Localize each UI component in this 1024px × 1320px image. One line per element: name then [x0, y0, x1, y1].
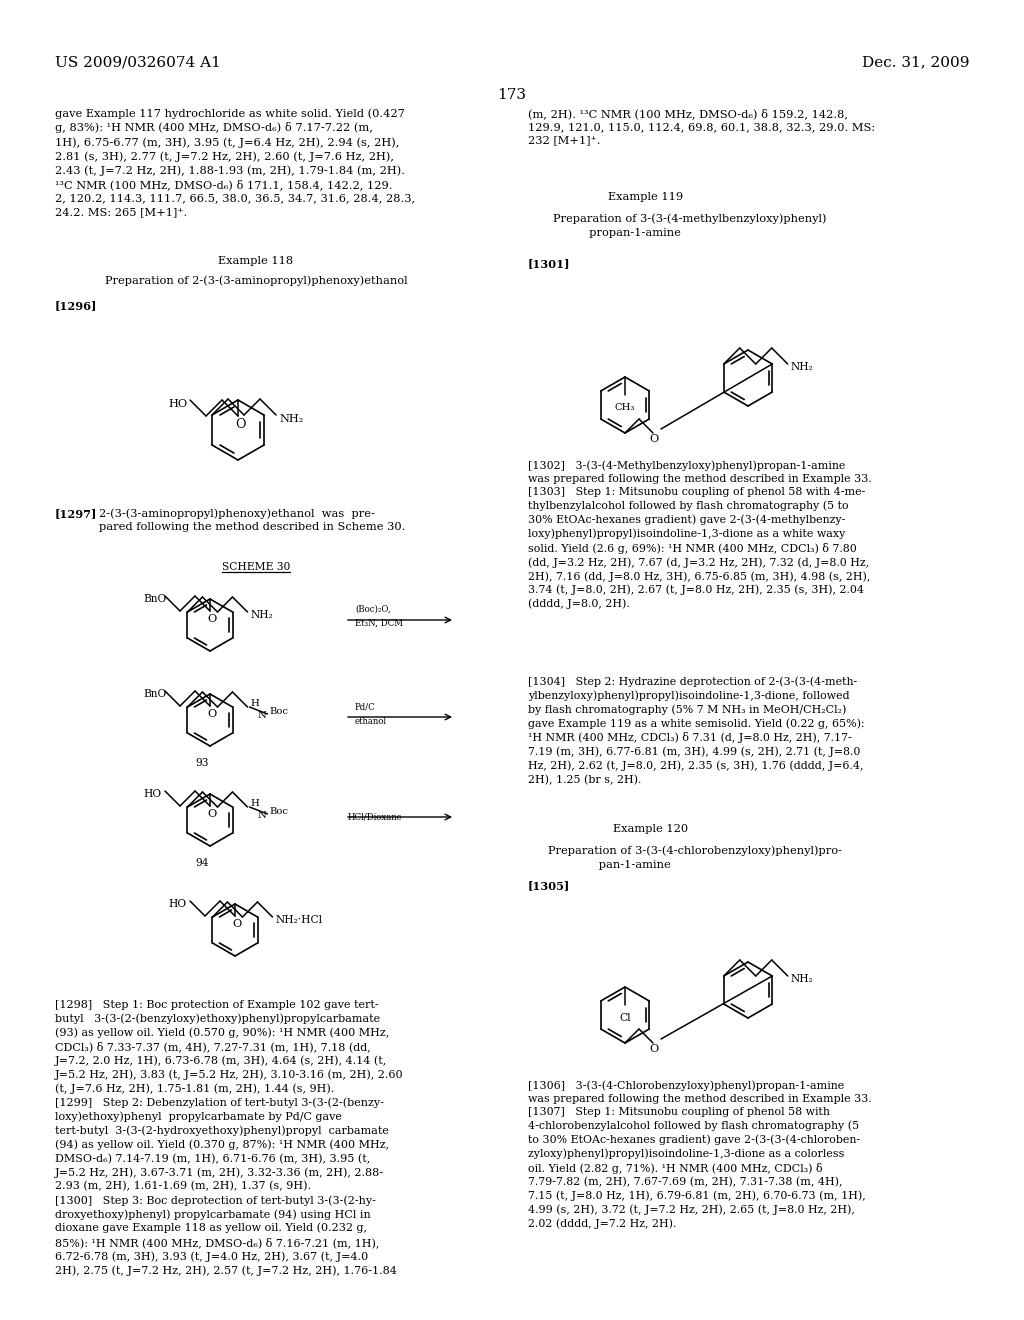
- Text: NH₂: NH₂: [279, 414, 303, 424]
- Text: H: H: [251, 698, 259, 708]
- Text: [1296]: [1296]: [55, 300, 97, 312]
- Text: [1301]: [1301]: [528, 257, 570, 269]
- Text: NH₂: NH₂: [791, 362, 813, 372]
- Text: Cl: Cl: [620, 1012, 631, 1023]
- Text: N: N: [257, 711, 266, 721]
- Text: Preparation of 3-(3-(4-methylbenzyloxy)phenyl)
          propan-1-amine: Preparation of 3-(3-(4-methylbenzyloxy)p…: [553, 213, 826, 238]
- Text: O: O: [232, 919, 242, 929]
- Text: 2-(3-(3-aminopropyl)phenoxy)ethanol  was  pre-
pared following the method descri: 2-(3-(3-aminopropyl)phenoxy)ethanol was …: [99, 508, 406, 532]
- Text: Pd/C: Pd/C: [355, 704, 376, 711]
- Text: BnO: BnO: [143, 594, 166, 605]
- Text: Boc: Boc: [269, 807, 289, 816]
- Text: O: O: [208, 809, 217, 818]
- Text: O: O: [234, 417, 246, 430]
- Text: HO: HO: [143, 789, 161, 799]
- Text: Example 120: Example 120: [613, 824, 688, 834]
- Text: 173: 173: [498, 88, 526, 102]
- Text: O: O: [649, 1044, 658, 1053]
- Text: 94: 94: [196, 858, 209, 869]
- Text: NH₂·HCl: NH₂·HCl: [275, 915, 323, 925]
- Text: BnO: BnO: [143, 689, 166, 700]
- Text: Example 119: Example 119: [608, 191, 683, 202]
- Text: Preparation of 3-(3-(4-chlorobenzyloxy)phenyl)pro-
              pan-1-amine: Preparation of 3-(3-(4-chlorobenzyloxy)p…: [548, 845, 842, 870]
- Text: Preparation of 2-(3-(3-aminopropyl)phenoxy)ethanol: Preparation of 2-(3-(3-aminopropyl)pheno…: [104, 275, 408, 285]
- Text: HCl/Dioxane: HCl/Dioxane: [348, 812, 402, 821]
- Text: NH₂: NH₂: [251, 610, 273, 620]
- Text: ethanol: ethanol: [355, 717, 387, 726]
- Text: O: O: [208, 709, 217, 719]
- Text: [1297]: [1297]: [55, 508, 97, 519]
- Text: N: N: [257, 812, 266, 821]
- Text: H: H: [251, 799, 259, 808]
- Text: SCHEME 30: SCHEME 30: [222, 562, 290, 572]
- Text: [1305]: [1305]: [528, 880, 570, 891]
- Text: 93: 93: [196, 758, 209, 768]
- Text: O: O: [649, 434, 658, 444]
- Text: [1302]   3-(3-(4-Methylbenzyloxy)phenyl)propan-1-amine
was prepared following th: [1302] 3-(3-(4-Methylbenzyloxy)phenyl)pr…: [528, 459, 871, 610]
- Text: (m, 2H). ¹³C NMR (100 MHz, DMSO-d₆) δ 159.2, 142.8,
129.9, 121.0, 115.0, 112.4, : (m, 2H). ¹³C NMR (100 MHz, DMSO-d₆) δ 15…: [528, 108, 876, 145]
- Text: HO: HO: [168, 899, 186, 909]
- Text: CH₃: CH₃: [614, 403, 635, 412]
- Text: [1298]   Step 1: Boc protection of Example 102 gave tert-
butyl   3-(3-(2-(benzy: [1298] Step 1: Boc protection of Example…: [55, 1001, 403, 1275]
- Text: HO: HO: [168, 399, 187, 409]
- Text: Dec. 31, 2009: Dec. 31, 2009: [862, 55, 970, 69]
- Text: gave Example 117 hydrochloride as white solid. Yield (0.427
g, 83%): ¹H NMR (400: gave Example 117 hydrochloride as white …: [55, 108, 415, 216]
- Text: NH₂: NH₂: [791, 974, 813, 983]
- Text: Et₃N, DCM: Et₃N, DCM: [355, 619, 403, 628]
- Text: (Boc)₂O,: (Boc)₂O,: [355, 605, 391, 614]
- Text: Example 118: Example 118: [218, 256, 294, 267]
- Text: O: O: [208, 614, 217, 624]
- Text: [1304]   Step 2: Hydrazine deprotection of 2-(3-(3-(4-meth-
ylbenzyloxy)phenyl)p: [1304] Step 2: Hydrazine deprotection of…: [528, 676, 864, 785]
- Text: [1306]   3-(3-(4-Chlorobenzyloxy)phenyl)propan-1-amine
was prepared following th: [1306] 3-(3-(4-Chlorobenzyloxy)phenyl)pr…: [528, 1080, 871, 1229]
- Text: Boc: Boc: [269, 706, 289, 715]
- Text: US 2009/0326074 A1: US 2009/0326074 A1: [55, 55, 221, 69]
